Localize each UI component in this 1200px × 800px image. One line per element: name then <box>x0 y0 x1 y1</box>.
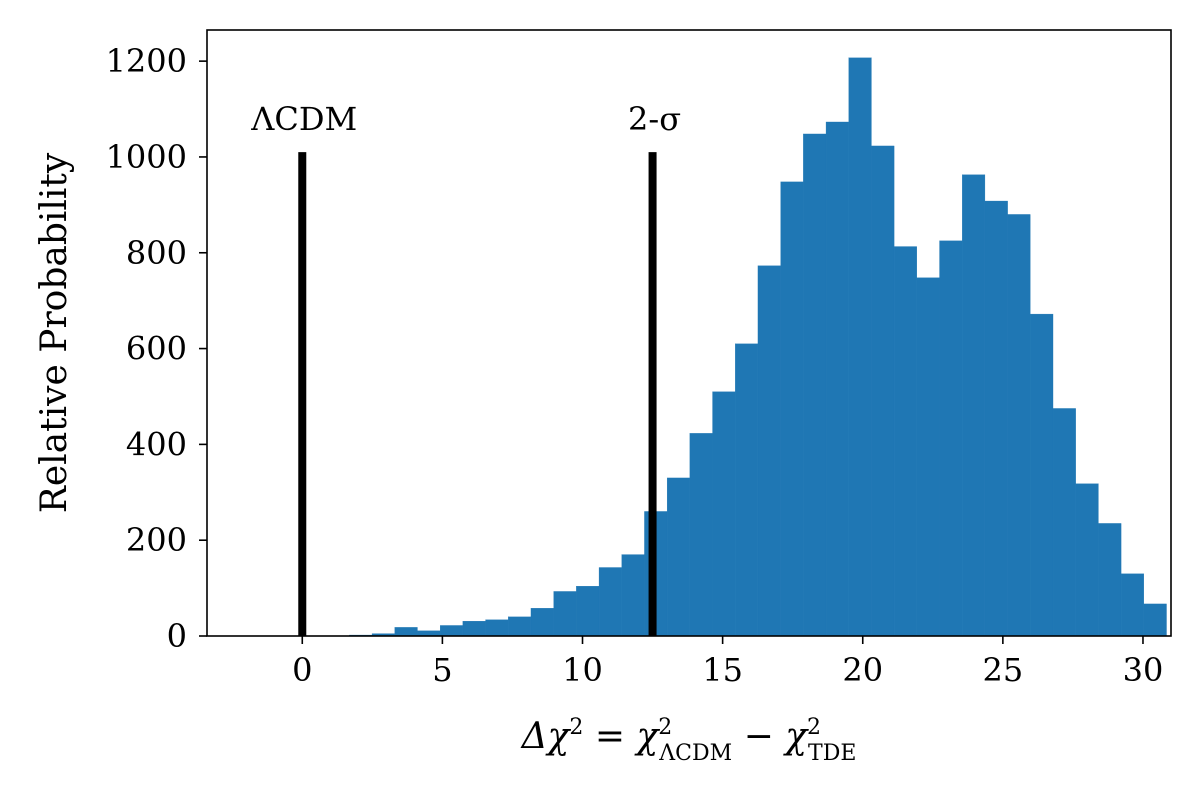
y-tick-label-400: 400 <box>126 425 187 463</box>
histogram-bar-30 <box>1007 214 1031 637</box>
histogram-bar-15 <box>666 477 690 637</box>
y-tick-label-600: 600 <box>126 330 187 368</box>
histogram-bar-7 <box>485 619 509 637</box>
reference-label-1: 2-σ <box>628 100 681 138</box>
histogram-bar-5 <box>440 625 464 637</box>
histogram-bar-21 <box>803 133 827 637</box>
histogram-bar-24 <box>871 145 895 637</box>
y-axis-title: Relative Probability <box>34 152 75 513</box>
reference-label-0: ΛCDM <box>250 100 357 138</box>
histogram-bar-19 <box>757 265 781 637</box>
histogram-bar-34 <box>1098 523 1122 637</box>
y-tick-label-0: 0 <box>167 617 187 655</box>
x-tick-label-25: 25 <box>983 651 1024 689</box>
x-axis-ticks: 0 5 10 15 20 25 30 <box>292 636 1163 689</box>
histogram-bar-16 <box>689 433 713 637</box>
histogram-bar-31 <box>1030 313 1054 637</box>
histogram-bar-26 <box>916 277 940 637</box>
x-tick-label-0: 0 <box>292 651 312 689</box>
y-tick-label-800: 800 <box>126 234 187 272</box>
histogram-bar-17 <box>712 391 736 637</box>
x-tick-label-10: 10 <box>562 651 603 689</box>
y-tick-label-1200: 1200 <box>106 42 187 80</box>
x-axis-title: Δχ2 = χ2 ΛCDM − χ2 TDE <box>520 715 857 766</box>
histogram-bar-28 <box>962 174 986 637</box>
histogram-bars <box>349 57 1167 637</box>
histogram-bar-29 <box>984 200 1008 637</box>
histogram-bar-6 <box>462 620 486 637</box>
histogram-bar-18 <box>735 343 759 637</box>
histogram-bar-32 <box>1052 408 1076 637</box>
histogram-bar-3 <box>394 627 418 637</box>
x-tick-label-5: 5 <box>432 651 452 689</box>
y-axis-ticks: 0 200 400 600 800 1000 1200 <box>106 42 207 655</box>
x-tick-label-30: 30 <box>1123 651 1164 689</box>
x-tick-label-15: 15 <box>702 651 743 689</box>
histogram-bar-20 <box>780 181 804 637</box>
histogram-bar-35 <box>1120 573 1144 637</box>
histogram-bar-9 <box>530 608 554 637</box>
histogram-bar-23 <box>848 57 872 637</box>
x-tick-label-20: 20 <box>842 651 883 689</box>
plot-frame <box>206 29 1172 637</box>
histogram-bar-36 <box>1143 603 1167 637</box>
histogram-bar-33 <box>1075 483 1099 637</box>
histogram-bar-27 <box>939 240 963 637</box>
histogram-bar-11 <box>576 586 600 637</box>
y-tick-label-1000: 1000 <box>106 138 187 176</box>
histogram-bar-10 <box>553 591 577 637</box>
histogram-bar-8 <box>508 616 532 637</box>
y-tick-label-200: 200 <box>126 521 187 559</box>
histogram-bar-22 <box>825 121 849 637</box>
reference-lines <box>298 152 657 636</box>
histogram-bar-13 <box>621 554 645 637</box>
reference-labels: ΛCDM 2-σ <box>250 100 681 138</box>
histogram-bar-12 <box>598 567 622 637</box>
histogram-bar-25 <box>893 246 917 637</box>
